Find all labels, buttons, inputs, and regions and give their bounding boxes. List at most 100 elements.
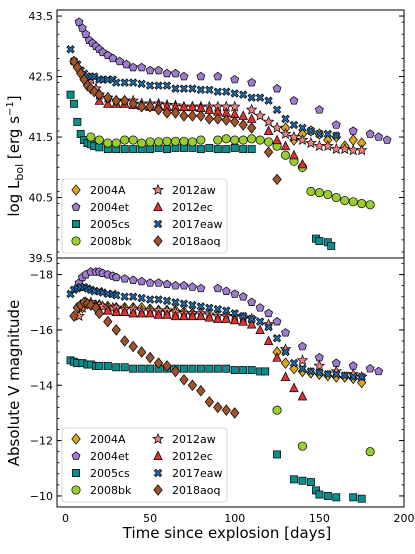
- point-2005cs: [66, 90, 75, 99]
- y-axis-label-top: log Lbol [erg s−1]: [5, 95, 26, 216]
- point-2017eaw: [179, 84, 189, 93]
- point-2017eaw: [171, 298, 180, 307]
- series-2004et: [74, 267, 384, 376]
- point-2018aoq: [263, 146, 274, 158]
- legend-label-2008bk: 2008bk: [90, 484, 132, 497]
- point-2005cs: [146, 364, 155, 373]
- point-2004et: [221, 286, 231, 295]
- point-2012ec: [103, 305, 113, 315]
- point-2017eaw: [239, 90, 248, 99]
- point-2008bk: [357, 199, 367, 209]
- point-2005cs: [315, 237, 324, 246]
- x-tick-label: 100: [224, 512, 245, 525]
- point-2004et: [365, 364, 375, 373]
- point-2004et: [154, 65, 163, 75]
- point-2005cs: [196, 145, 205, 154]
- point-2012ec: [263, 335, 274, 346]
- series-2008bk: [272, 405, 375, 457]
- point-2004et: [247, 77, 257, 87]
- point-2017eaw: [247, 314, 256, 324]
- point-2018aoq: [103, 315, 113, 328]
- point-2004et: [137, 276, 147, 286]
- point-2012aw: [279, 127, 292, 139]
- point-2018aoq: [111, 94, 121, 107]
- point-2017eaw: [145, 81, 155, 90]
- point-2012aw: [313, 139, 326, 152]
- point-2004et: [238, 292, 248, 301]
- y-tick-label: −10: [30, 490, 53, 503]
- point-2017eaw: [188, 300, 197, 310]
- legend-label-2018aoq: 2018aoq: [172, 235, 220, 248]
- point-2017eaw: [128, 292, 138, 301]
- point-2017eaw: [66, 45, 75, 54]
- point-2018aoq: [213, 113, 223, 125]
- point-2004et: [255, 303, 265, 312]
- point-2012aw: [305, 136, 317, 149]
- point-2018aoq: [145, 101, 155, 113]
- point-2018aoq: [153, 104, 164, 116]
- point-2004et: [111, 272, 121, 282]
- point-2017eaw: [272, 105, 282, 114]
- point-2018aoq: [204, 113, 214, 125]
- x-tick-label: 200: [394, 512, 415, 525]
- point-2005cs: [230, 366, 239, 375]
- x-tick-label: 0: [62, 512, 69, 525]
- point-2018aoq: [272, 173, 282, 186]
- legend-marker-2017eaw: [153, 468, 163, 478]
- bottom-panel-magnitude: −10−12−14−16−180 50 100 150 2002004A2004et20…: [30, 257, 415, 525]
- legend-marker-2005cs: [72, 469, 80, 477]
- point-2018aoq: [162, 107, 172, 119]
- point-2005cs: [357, 494, 366, 503]
- point-2017eaw: [264, 322, 273, 332]
- point-2004et: [230, 74, 240, 84]
- point-2012ec: [246, 113, 257, 123]
- point-2008bk: [128, 135, 138, 145]
- point-2008bk: [196, 135, 206, 145]
- point-2012aw: [355, 144, 368, 156]
- point-2004et: [128, 62, 138, 72]
- point-2004et: [213, 283, 223, 293]
- top-panel-luminosity: 39.540.541.542.543.52004A2004et2005cs200…: [29, 9, 405, 265]
- point-2004et: [171, 281, 180, 290]
- point-2008bk: [103, 138, 113, 148]
- point-2017eaw: [264, 96, 273, 105]
- point-2018aoq: [230, 407, 240, 419]
- point-2004et: [196, 71, 206, 81]
- point-2017eaw: [213, 304, 222, 314]
- point-2008bk: [306, 186, 316, 197]
- point-2005cs: [95, 143, 104, 152]
- legend: 2004A 2004et 2005cs 2008bk 2012aw 2012ec 2017e…: [61, 427, 228, 503]
- point-2004et: [264, 308, 273, 318]
- point-2005cs: [349, 493, 358, 502]
- point-2018aoq: [204, 396, 214, 408]
- point-2012ec: [187, 310, 198, 321]
- series-2017eaw: [66, 282, 366, 382]
- point-2004et: [188, 282, 197, 291]
- point-2017eaw: [281, 347, 290, 357]
- legend-marker-2012ec: [153, 201, 163, 212]
- point-2017eaw: [255, 93, 265, 102]
- point-2017eaw: [315, 129, 324, 139]
- point-2012ec: [272, 134, 282, 145]
- point-2004et: [382, 135, 392, 144]
- point-2005cs: [95, 361, 104, 370]
- point-2004et: [374, 132, 384, 141]
- legend-marker-2004et: [71, 451, 81, 460]
- point-2012aw: [262, 115, 275, 127]
- point-2004et: [128, 275, 138, 284]
- legend-label-2017eaw: 2017eaw: [172, 467, 223, 480]
- point-2004et: [289, 96, 299, 105]
- point-2004et: [374, 366, 384, 376]
- point-2012aw: [296, 354, 309, 366]
- legend: 2004A 2004et 2005cs 2008bk 2012aw 2012ec 2017e…: [61, 178, 228, 254]
- point-2012aw: [322, 139, 334, 152]
- point-2017eaw: [179, 299, 189, 308]
- point-2004et: [162, 68, 172, 78]
- point-2005cs: [332, 493, 341, 502]
- legend-label-2018aoq: 2018aoq: [172, 484, 220, 497]
- point-2008bk: [323, 189, 333, 200]
- point-2008bk: [145, 137, 155, 147]
- point-2004et: [74, 17, 84, 26]
- point-2017eaw: [349, 372, 358, 382]
